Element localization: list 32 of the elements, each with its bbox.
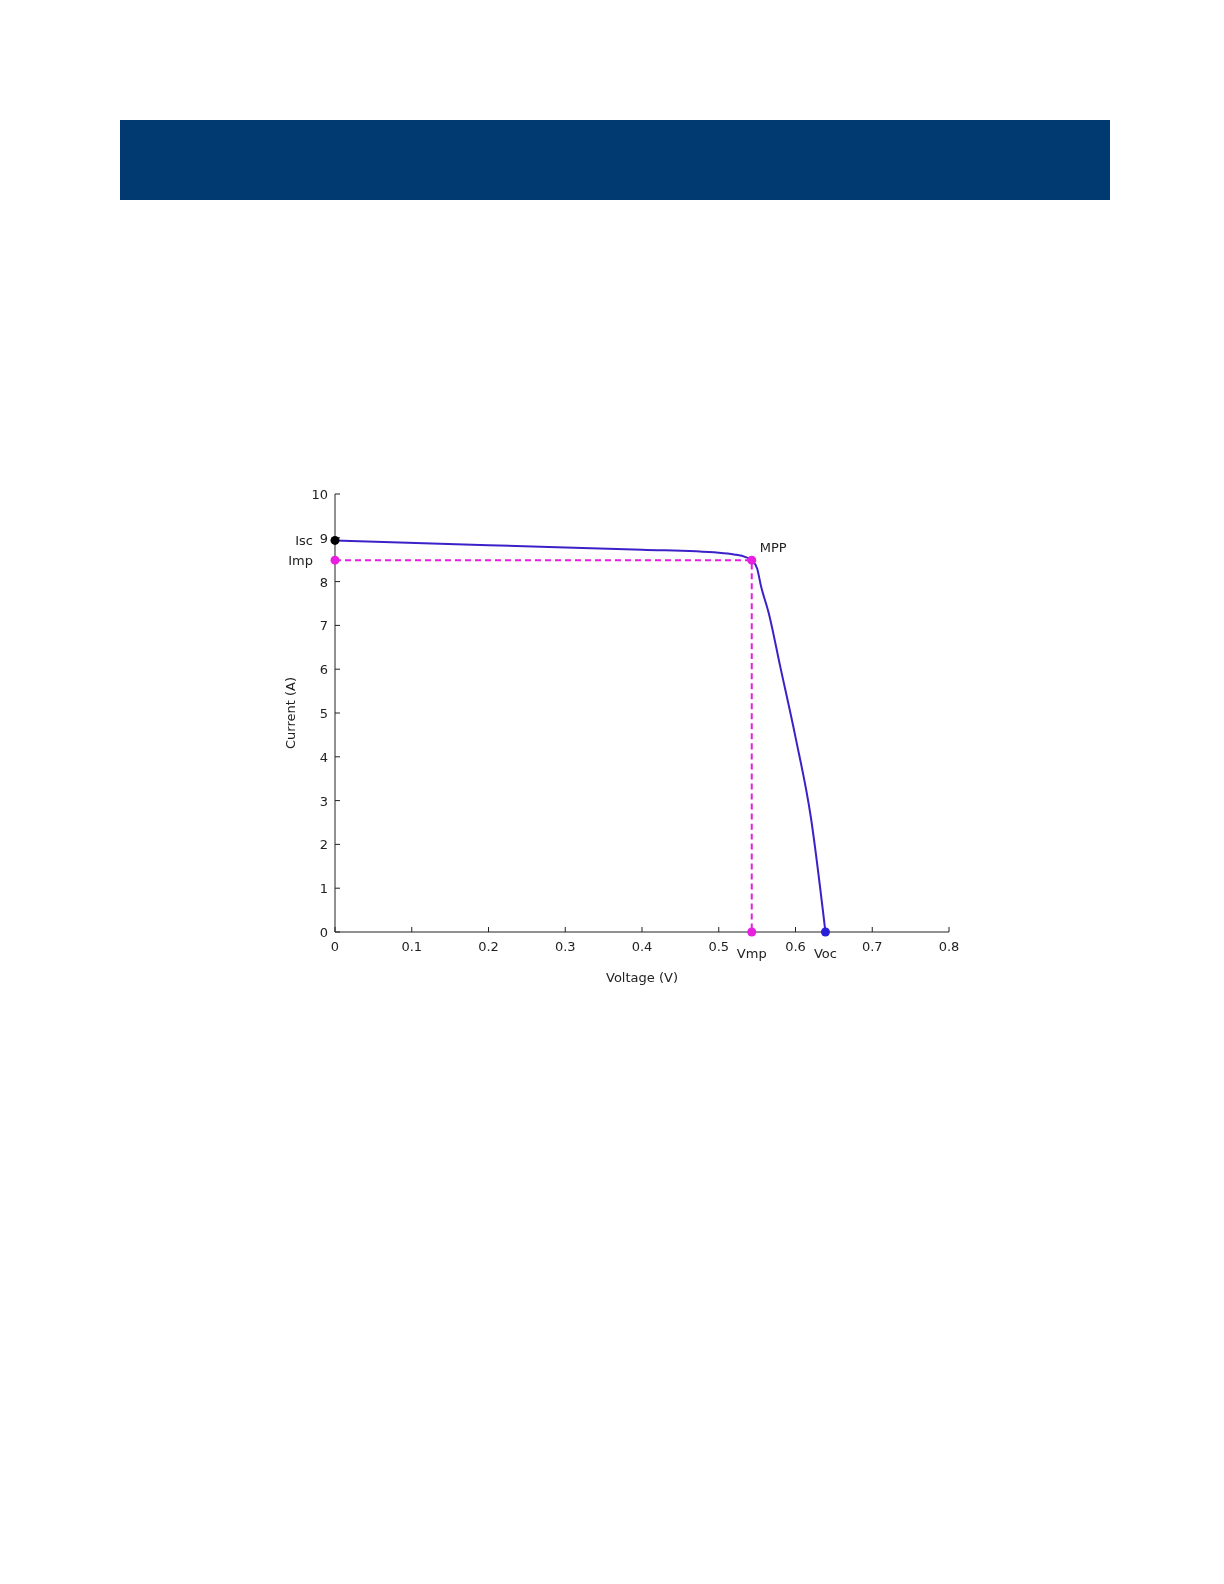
annotation: Imp [288, 553, 313, 569]
y-tick-label: 4 [319, 749, 328, 765]
x-axis-title: Voltage (V) [606, 970, 678, 985]
y-tick-label: 8 [319, 574, 328, 590]
y-tick-label: 7 [319, 618, 328, 634]
annotation: Voc [813, 946, 837, 961]
point [330, 535, 340, 545]
y-tick-label: 6 [319, 662, 328, 678]
x-tick-label: 0.5 [708, 939, 730, 954]
y-tick-label: 1 [319, 881, 328, 897]
point [747, 555, 757, 565]
x-tick-label: 0 [330, 939, 340, 954]
annotation: Isc [295, 533, 313, 549]
y-axis-title: Current (A) [283, 677, 298, 749]
x-tick-label: 0.7 [861, 939, 883, 954]
x-tick-label: 0.2 [478, 939, 499, 954]
y-tick-label: 5 [319, 706, 328, 721]
y-tick-label: 0 [319, 925, 328, 940]
y-tick-label: 3 [319, 793, 328, 809]
x-tick-label: 0.8 [938, 939, 960, 954]
x-tick-label: 0.6 [785, 939, 806, 954]
y-tick-label: 9 [319, 530, 328, 546]
point [330, 555, 340, 565]
point [820, 927, 830, 937]
x-tick-label: 0.4 [631, 939, 653, 954]
x-tick-label: 0.3 [554, 939, 576, 954]
y-tick-label: 10 [311, 487, 328, 502]
x-tick-label: 0.1 [401, 939, 423, 954]
annotation: MPP [759, 540, 787, 556]
y-tick-label: 2 [319, 837, 328, 853]
annotation: Vmp [736, 946, 767, 961]
point [747, 927, 757, 937]
